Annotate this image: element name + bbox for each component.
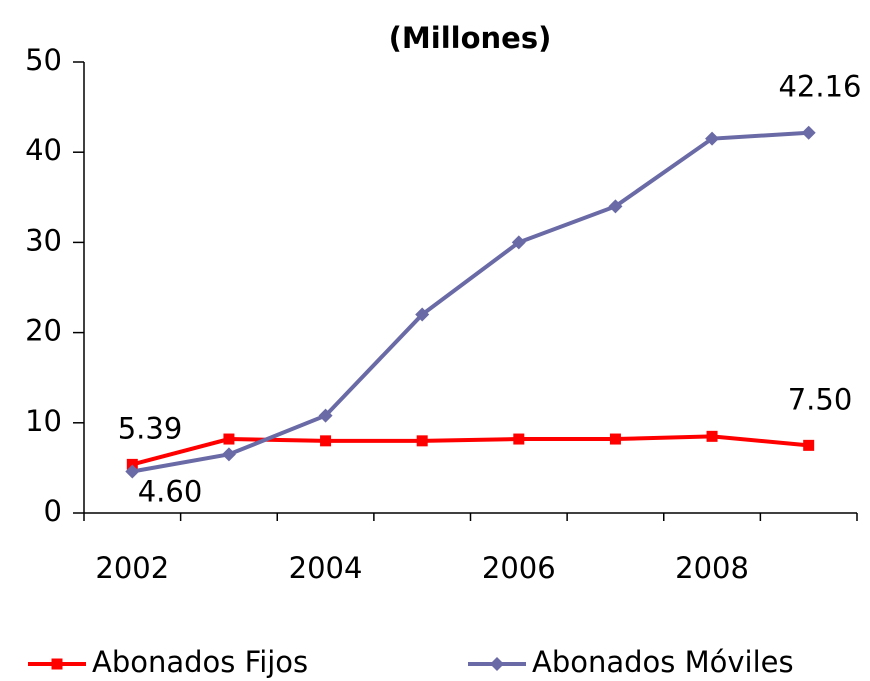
data-point: [705, 131, 720, 146]
series-line: [131, 434, 809, 467]
series-line: [131, 130, 809, 474]
x-tick-label: 2004: [289, 551, 363, 585]
data-point: [415, 307, 430, 322]
data-point: [608, 199, 623, 214]
y-tick-label: 20: [25, 314, 62, 348]
data-point: [223, 433, 235, 445]
data-point: [801, 125, 816, 140]
y-tick-label: 0: [44, 494, 62, 528]
legend-label: Abonados Fijos: [92, 645, 308, 679]
data-point: [513, 433, 525, 445]
x-tick-label: 2006: [482, 551, 556, 585]
data-label: 7.50: [788, 382, 853, 416]
y-tick-label: 10: [25, 404, 62, 438]
data-point: [320, 435, 332, 447]
data-point: [803, 439, 815, 451]
data-point: [609, 433, 621, 445]
legend-marker: [490, 657, 504, 671]
data-point: [318, 408, 333, 423]
data-point: [125, 464, 140, 479]
legend-marker: [51, 658, 63, 670]
data-point: [706, 430, 718, 442]
y-tick-label: 30: [25, 223, 62, 257]
data-label: 5.39: [118, 411, 183, 445]
x-tick-label: 2008: [675, 551, 749, 585]
data-label: 4.60: [138, 475, 203, 509]
chart-title: (Millones): [389, 21, 552, 55]
legend-label: Abonados Móviles: [532, 645, 794, 679]
data-point: [511, 235, 526, 250]
data-point: [126, 458, 138, 470]
data-point: [416, 435, 428, 447]
data-label: 42.16: [778, 70, 861, 104]
y-tick-label: 40: [25, 133, 62, 167]
data-point: [221, 447, 236, 462]
y-tick-label: 50: [25, 43, 62, 77]
x-tick-label: 2002: [95, 551, 169, 585]
